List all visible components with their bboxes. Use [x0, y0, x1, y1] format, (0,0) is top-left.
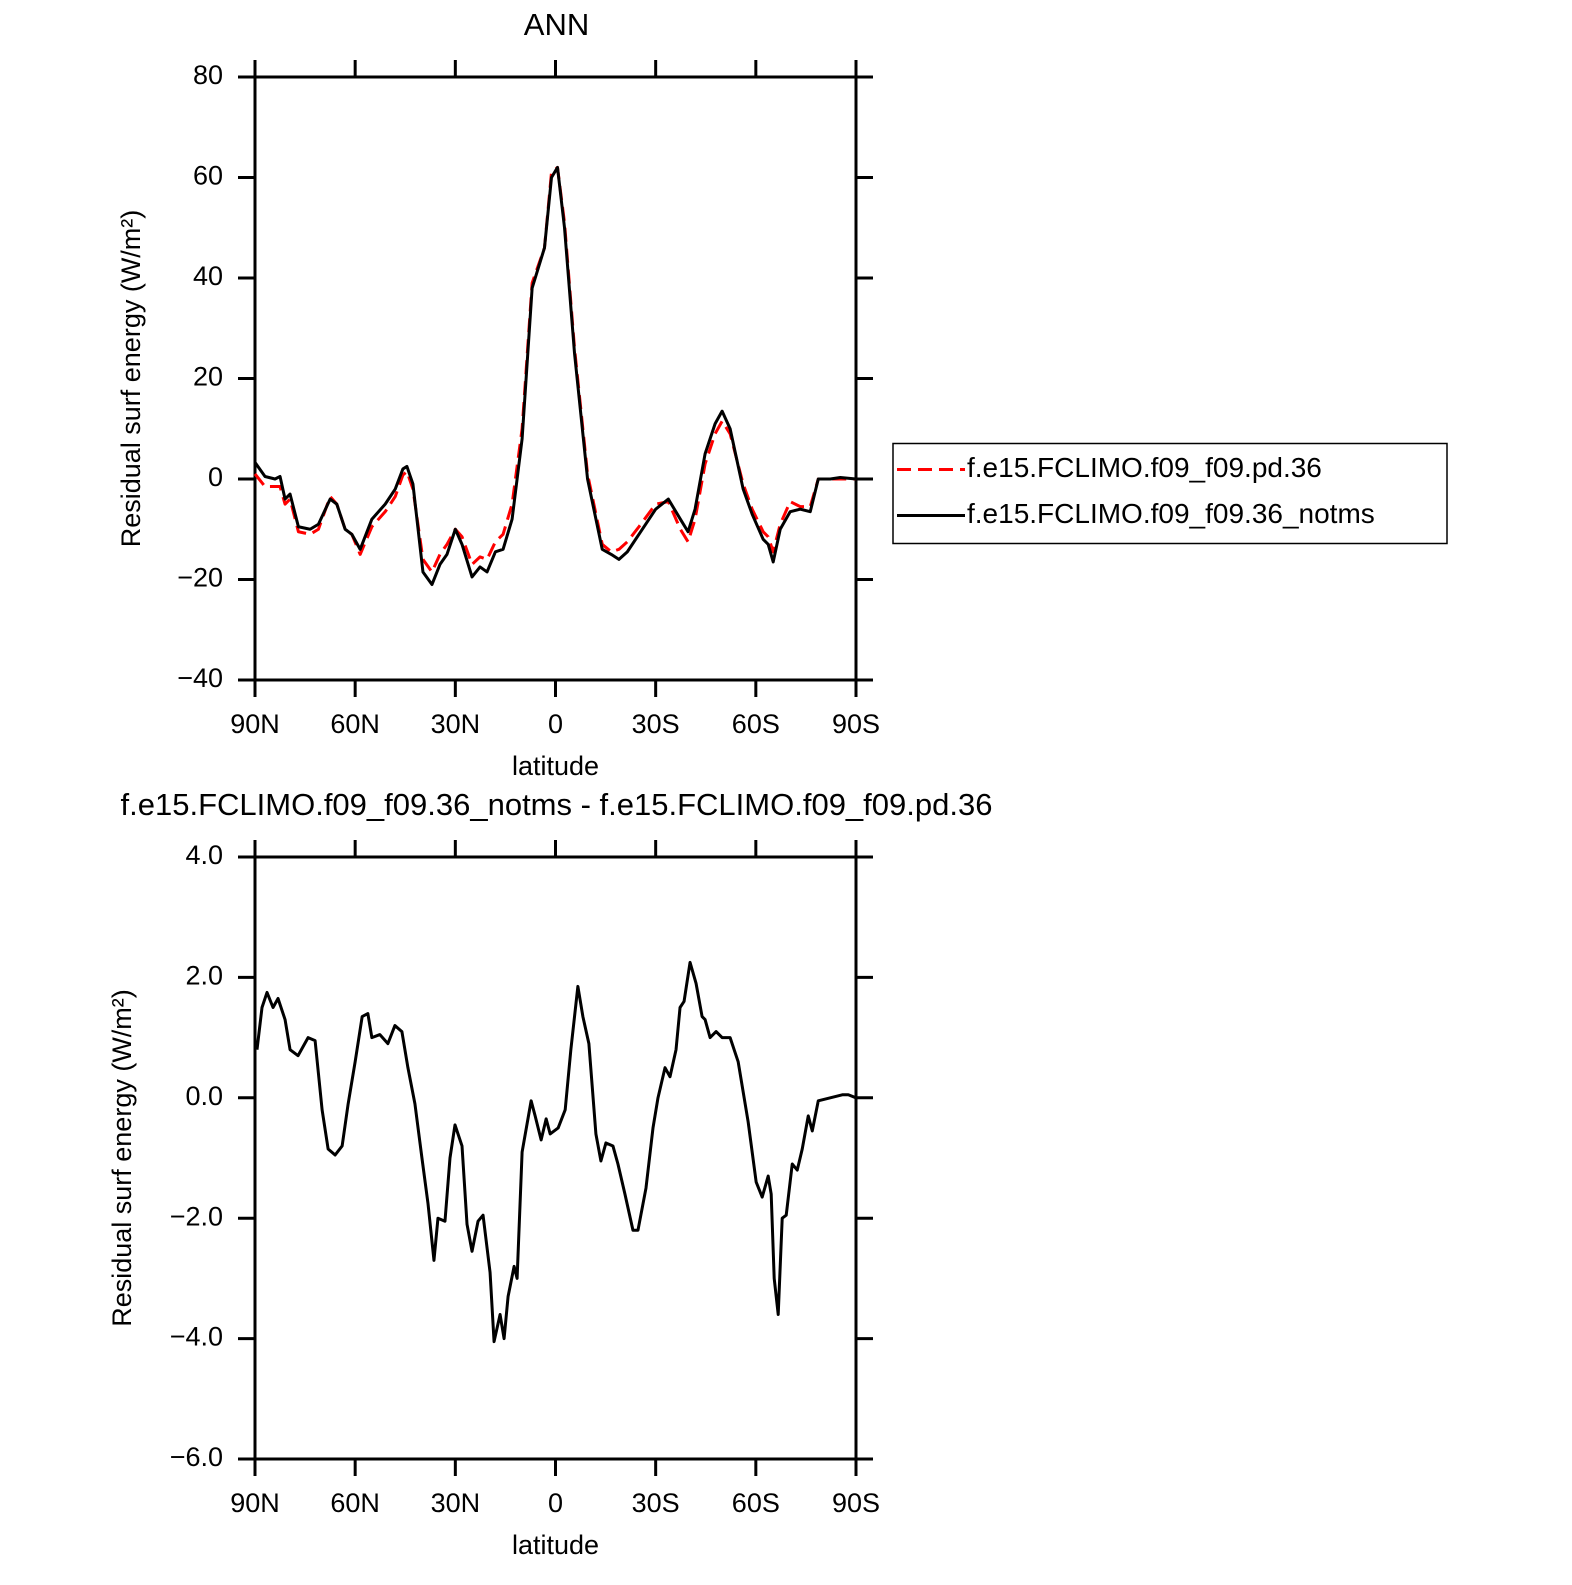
- x-tick-label: 90N: [230, 1488, 280, 1518]
- y-tick-label: 4.0: [185, 840, 223, 870]
- chart-title: ANN: [524, 7, 589, 42]
- y-axis-label: Residual surf energy (W/m²): [116, 210, 146, 548]
- legend-label: f.e15.FCLIMO.f09_f09.pd.36: [967, 452, 1322, 483]
- y-tick-label: −6.0: [170, 1442, 223, 1472]
- y-tick-label: 2.0: [185, 961, 223, 991]
- x-tick-label: 30N: [431, 709, 481, 739]
- y-tick-label: 0: [208, 462, 223, 492]
- x-tick-label: 90N: [230, 709, 280, 739]
- x-tick-label: 0: [548, 1488, 563, 1518]
- y-tick-label: 0.0: [185, 1081, 223, 1111]
- legend-label: f.e15.FCLIMO.f09_f09.36_notms: [967, 498, 1375, 529]
- x-tick-label: 30S: [632, 1488, 680, 1518]
- y-tick-label: 40: [193, 261, 223, 291]
- y-tick-label: −4.0: [170, 1322, 223, 1352]
- x-tick-label: 90S: [832, 709, 880, 739]
- y-tick-label: 60: [193, 161, 223, 191]
- y-tick-label: −2.0: [170, 1201, 223, 1231]
- chart-title: f.e15.FCLIMO.f09_f09.36_notms - f.e15.FC…: [121, 787, 993, 822]
- y-tick-label: −20: [177, 563, 223, 593]
- data-line: [253, 165, 857, 587]
- x-tick-label: 60N: [330, 709, 380, 739]
- y-tick-label: 20: [193, 362, 223, 392]
- x-tick-label: 30N: [431, 1488, 481, 1518]
- y-axis-label: Residual surf energy (W/m²): [107, 989, 137, 1327]
- x-tick-label: 60S: [732, 709, 780, 739]
- y-tick-label: −40: [177, 663, 223, 693]
- x-tick-label: 0: [548, 709, 563, 739]
- x-tick-label: 60N: [330, 1488, 380, 1518]
- legend-box: [892, 442, 1448, 545]
- x-tick-label: 90S: [832, 1488, 880, 1518]
- x-tick-label: 60S: [732, 1488, 780, 1518]
- y-tick-label: 80: [193, 60, 223, 90]
- plot-frame: [253, 855, 858, 1461]
- x-axis-label: latitude: [512, 751, 599, 781]
- x-axis-label: latitude: [512, 1530, 599, 1560]
- data-line: [255, 960, 857, 1344]
- data-line: [253, 165, 856, 574]
- x-tick-label: 30S: [632, 709, 680, 739]
